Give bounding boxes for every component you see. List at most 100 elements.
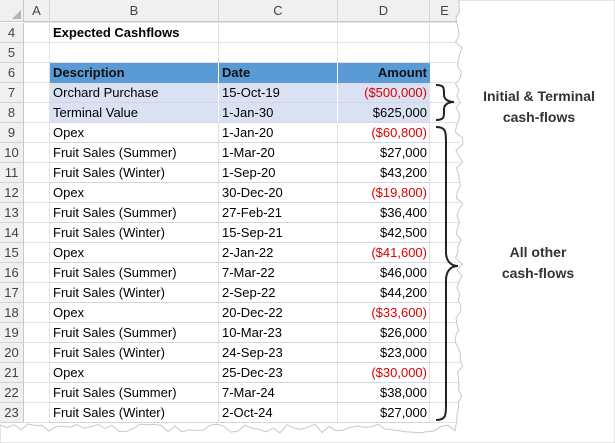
row-header-23[interactable]: 23 — [0, 403, 24, 423]
cell-description[interactable]: Opex — [50, 183, 219, 203]
cell-date[interactable]: 2-Jan-22 — [219, 243, 338, 263]
row-header-14[interactable]: 14 — [0, 223, 24, 243]
table-row: Fruit Sales (Winter) 15-Sep-21 $42,500 — [24, 223, 460, 243]
row-header-16[interactable]: 16 — [0, 263, 24, 283]
annotation-all-other: All other cash-flows — [501, 244, 575, 281]
table-row: Fruit Sales (Winter) 24-Sep-23 $23,000 — [24, 343, 460, 363]
cell-amount[interactable]: ($41,600) — [338, 243, 430, 263]
cell-date[interactable]: 24-Sep-23 — [219, 343, 338, 363]
table-row: Fruit Sales (Summer) 10-Mar-23 $26,000 — [24, 323, 460, 343]
cell-amount[interactable]: ($60,800) — [338, 123, 430, 143]
cell-description[interactable]: Fruit Sales (Winter) — [50, 283, 219, 303]
row-header-10[interactable]: 10 — [0, 143, 24, 163]
cell-date[interactable]: 1-Jan-20 — [219, 123, 338, 143]
cell-amount[interactable]: $36,400 — [338, 203, 430, 223]
row-header-13[interactable]: 13 — [0, 203, 24, 223]
cell-description[interactable]: Opex — [50, 243, 219, 263]
table-row: Terminal Value 1-Jan-30 $625,000 — [24, 103, 460, 123]
table-row: Fruit Sales (Winter) 2-Oct-24 $27,000 — [24, 403, 460, 423]
cell-amount[interactable]: $46,000 — [338, 263, 430, 283]
cell-description[interactable]: Fruit Sales (Winter) — [50, 223, 219, 243]
column-header-e[interactable]: E — [430, 0, 460, 22]
cell-amount[interactable]: $44,200 — [338, 283, 430, 303]
table-row: Fruit Sales (Winter) 2-Sep-22 $44,200 — [24, 283, 460, 303]
header-date[interactable]: Date — [219, 63, 338, 83]
cell-amount[interactable]: ($500,000) — [338, 83, 430, 103]
cell-amount[interactable]: ($30,000) — [338, 363, 430, 383]
cell-description[interactable]: Orchard Purchase — [50, 83, 219, 103]
cell-description[interactable]: Fruit Sales (Summer) — [50, 203, 219, 223]
table-row: Opex 2-Jan-22 ($41,600) — [24, 243, 460, 263]
cell-amount[interactable]: $27,000 — [338, 143, 430, 163]
row-header-19[interactable]: 19 — [0, 323, 24, 343]
cell-description[interactable]: Opex — [50, 363, 219, 383]
cell-date[interactable]: 1-Sep-20 — [219, 163, 338, 183]
row-header-22[interactable]: 22 — [0, 383, 24, 403]
header-amount[interactable]: Amount — [338, 63, 430, 83]
table-row: Opex 1-Jan-20 ($60,800) — [24, 123, 460, 143]
cell-description[interactable]: Fruit Sales (Winter) — [50, 403, 219, 423]
header-description[interactable]: Description — [50, 63, 219, 83]
table-row: Fruit Sales (Summer) 27-Feb-21 $36,400 — [24, 203, 460, 223]
annotation-initial-terminal: Initial & Terminal cash-flows — [483, 88, 595, 125]
table-row: Orchard Purchase 15-Oct-19 ($500,000) — [24, 83, 460, 103]
cell-date[interactable]: 7-Mar-24 — [219, 383, 338, 403]
row-header-6[interactable]: 6 — [0, 63, 24, 83]
row-header-15[interactable]: 15 — [0, 243, 24, 263]
cell-description[interactable]: Fruit Sales (Summer) — [50, 323, 219, 343]
cell-date[interactable]: 1-Mar-20 — [219, 143, 338, 163]
cell-amount[interactable]: $43,200 — [338, 163, 430, 183]
table-row: Fruit Sales (Summer) 7-Mar-24 $38,000 — [24, 383, 460, 403]
table-header-row: Description Date Amount — [24, 63, 460, 83]
cell-description[interactable]: Opex — [50, 303, 219, 323]
cell-date[interactable]: 1-Jan-30 — [219, 103, 338, 123]
cell-description[interactable]: Fruit Sales (Summer) — [50, 143, 219, 163]
cell-description[interactable]: Fruit Sales (Winter) — [50, 163, 219, 183]
cell-description[interactable]: Opex — [50, 123, 219, 143]
cell-date[interactable]: 10-Mar-23 — [219, 323, 338, 343]
cell-description[interactable]: Fruit Sales (Summer) — [50, 383, 219, 403]
row-header-11[interactable]: 11 — [0, 163, 24, 183]
cell-amount[interactable]: ($19,800) — [338, 183, 430, 203]
cell-amount[interactable]: $26,000 — [338, 323, 430, 343]
select-all-corner[interactable] — [0, 0, 24, 22]
row-header-12[interactable]: 12 — [0, 183, 24, 203]
table-row: Fruit Sales (Summer) 1-Mar-20 $27,000 — [24, 143, 460, 163]
table-row: Opex 30-Dec-20 ($19,800) — [24, 183, 460, 203]
cell-amount[interactable]: $42,500 — [338, 223, 430, 243]
title-row: Expected Cashflows — [24, 23, 460, 43]
row-header-18[interactable]: 18 — [0, 303, 24, 323]
cell-description[interactable]: Fruit Sales (Winter) — [50, 343, 219, 363]
column-header-c[interactable]: C — [219, 0, 338, 22]
cell-date[interactable]: 20-Dec-22 — [219, 303, 338, 323]
cell-date[interactable]: 25-Dec-23 — [219, 363, 338, 383]
row-header-7[interactable]: 7 — [0, 83, 24, 103]
table-row: Fruit Sales (Summer) 7-Mar-22 $46,000 — [24, 263, 460, 283]
row-header-9[interactable]: 9 — [0, 123, 24, 143]
row-header-5[interactable]: 5 — [0, 43, 24, 63]
cell-date[interactable]: 2-Oct-24 — [219, 403, 338, 423]
cell-amount[interactable]: $27,000 — [338, 403, 430, 423]
sheet-title[interactable]: Expected Cashflows — [53, 25, 180, 40]
cell-date[interactable]: 15-Sep-21 — [219, 223, 338, 243]
row-header-8[interactable]: 8 — [0, 103, 24, 123]
column-header-b[interactable]: B — [50, 0, 219, 22]
cell-description[interactable]: Terminal Value — [50, 103, 219, 123]
row-header-17[interactable]: 17 — [0, 283, 24, 303]
cell-date[interactable]: 30-Dec-20 — [219, 183, 338, 203]
cell-date[interactable]: 7-Mar-22 — [219, 263, 338, 283]
cell-amount[interactable]: $23,000 — [338, 343, 430, 363]
table-row: Fruit Sales (Winter) 1-Sep-20 $43,200 — [24, 163, 460, 183]
cell-date[interactable]: 2-Sep-22 — [219, 283, 338, 303]
cell-description[interactable]: Fruit Sales (Summer) — [50, 263, 219, 283]
cell-amount[interactable]: $625,000 — [338, 103, 430, 123]
row-header-4[interactable]: 4 — [0, 23, 24, 43]
row-header-20[interactable]: 20 — [0, 343, 24, 363]
cell-date[interactable]: 27-Feb-21 — [219, 203, 338, 223]
cell-date[interactable]: 15-Oct-19 — [219, 83, 338, 103]
cell-amount[interactable]: $38,000 — [338, 383, 430, 403]
column-header-a[interactable]: A — [24, 0, 50, 22]
cell-amount[interactable]: ($33,600) — [338, 303, 430, 323]
column-header-d[interactable]: D — [338, 0, 430, 22]
row-header-21[interactable]: 21 — [0, 363, 24, 383]
